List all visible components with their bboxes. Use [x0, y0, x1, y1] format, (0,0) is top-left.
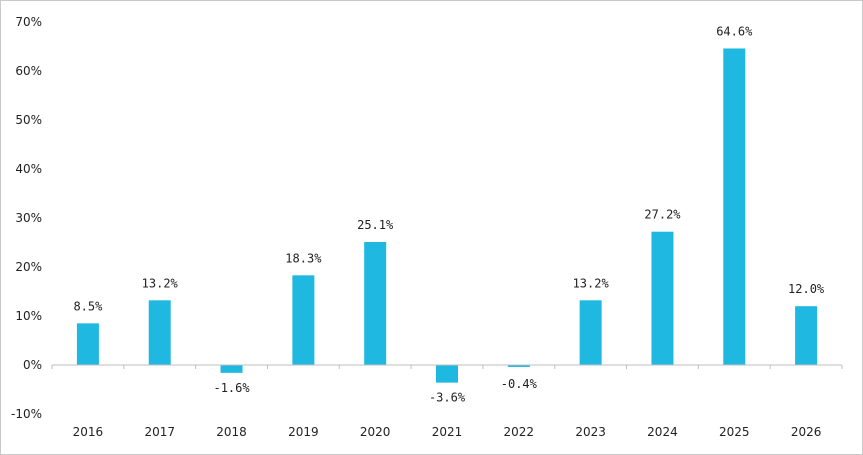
- data-label: 64.6%: [716, 24, 753, 38]
- data-label: 12.0%: [788, 282, 825, 296]
- x-tick-label: 2024: [647, 425, 678, 439]
- bar-2019: [292, 275, 315, 365]
- x-tick-label: 2018: [216, 425, 247, 439]
- y-tick-label: 30%: [15, 211, 42, 225]
- bar-2018: [220, 365, 243, 373]
- bar-2022: [507, 365, 530, 367]
- x-tick-label: 2016: [73, 425, 104, 439]
- bars: [76, 48, 818, 383]
- data-label: -0.4%: [501, 377, 538, 391]
- bar-2020: [364, 242, 387, 365]
- data-label: -1.6%: [213, 381, 250, 395]
- data-label: 25.1%: [357, 218, 394, 232]
- y-tick-label: 10%: [15, 309, 42, 323]
- y-tick-label: 60%: [15, 64, 42, 78]
- x-axis-tick-marks: [51, 365, 843, 369]
- y-tick-label: 70%: [15, 15, 42, 29]
- data-label: 18.3%: [285, 251, 322, 265]
- bar-2017: [148, 300, 171, 365]
- bar-2026: [795, 306, 818, 365]
- y-tick-label: 0%: [23, 358, 42, 372]
- x-tick-label: 2021: [432, 425, 463, 439]
- bar-2021: [436, 365, 458, 383]
- x-axis-tick-labels: 2016 2017 2018 2019 2020 2021 2022 2023 2024 2025…: [73, 425, 822, 439]
- x-tick-label: 2023: [575, 425, 606, 439]
- x-tick-label: 2022: [504, 425, 535, 439]
- bar-2025: [723, 48, 746, 366]
- y-tick-label: 20%: [15, 260, 42, 274]
- data-label: 13.2%: [142, 276, 179, 290]
- x-tick-label: 2017: [144, 425, 175, 439]
- y-axis-tick-labels: -10% 0% 10% 20% 30% 40% 50% 60% 70%: [11, 15, 42, 421]
- bar-2016: [76, 323, 99, 365]
- y-tick-label: 50%: [15, 113, 42, 127]
- data-labels: 8.5% 13.2% -1.6% 18.3% 25.1% -3.6% -0.4% 13.2% 2…: [73, 24, 824, 404]
- data-label: 27.2%: [644, 208, 681, 222]
- bar-2024: [651, 231, 674, 365]
- x-tick-label: 2020: [360, 425, 391, 439]
- x-tick-label: 2025: [719, 425, 750, 439]
- y-tick-label: 40%: [15, 162, 42, 176]
- data-label: 8.5%: [73, 299, 103, 313]
- x-tick-label: 2019: [288, 425, 319, 439]
- data-label: 13.2%: [573, 276, 610, 290]
- bar-2023: [579, 300, 602, 365]
- y-tick-label: -10%: [11, 407, 42, 421]
- data-label: -3.6%: [429, 391, 466, 405]
- x-tick-label: 2026: [791, 425, 822, 439]
